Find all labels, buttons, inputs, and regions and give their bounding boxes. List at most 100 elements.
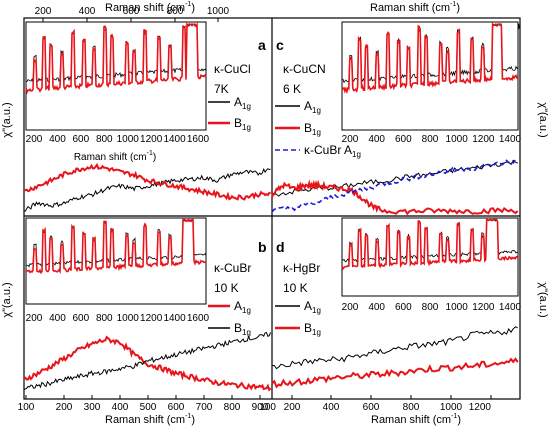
inset-tick-label: 400 — [368, 134, 385, 145]
inset-tick-label: 1200 — [140, 134, 163, 145]
series-line-b-B1g — [23, 332, 272, 391]
top-tick-label-left: 1000 — [207, 6, 230, 17]
bottom-tick-label-left: 300 — [84, 402, 101, 413]
bottom-tick-label-right: 1200 — [469, 402, 492, 413]
y-axis-label: χ"(a.u.) — [1, 282, 13, 317]
series-line-c-B1g — [271, 179, 519, 216]
legend-entry-label: B1g — [304, 321, 321, 337]
inset-tick-label: 1400 — [499, 134, 522, 145]
top-axis-title-left: Raman shift (cm-1) — [105, 1, 195, 14]
series-line-b-A1g — [23, 335, 272, 392]
inset-tick-label: 800 — [422, 302, 439, 313]
y-axis-label: χ"(a.u.) — [537, 282, 549, 317]
bottom-axis-title-right: Raman shift (cm-1) — [371, 413, 461, 426]
series-line-a-B1g — [23, 162, 271, 201]
inset-tick-label: 1400 — [163, 313, 186, 324]
legend-entry-label: A1g — [304, 99, 321, 115]
panel-letter-a: a — [258, 37, 266, 53]
top-tick-label-left: 600 — [123, 6, 140, 17]
inset-tick-label: 1200 — [140, 313, 163, 324]
inset-tick-label: 400 — [49, 134, 66, 145]
inset-series-line — [25, 22, 207, 83]
y-axis-label: χ"(a.u.) — [537, 102, 549, 137]
legend-entry-label: A1g — [234, 299, 251, 315]
inset-series-line — [25, 219, 207, 268]
inset-spectrum — [25, 217, 207, 305]
panel-letter-d: d — [276, 239, 285, 255]
bottom-tick-label-left: 500 — [140, 402, 157, 413]
temperature-label: 7K — [214, 82, 229, 96]
inset-tick-label: 400 — [368, 302, 385, 313]
inset-spectrum — [341, 217, 519, 297]
y-axis-label: χ"(a.u.) — [1, 102, 13, 137]
inset-tick-label: 800 — [96, 313, 113, 324]
top-tick-label-left: 800 — [167, 6, 184, 17]
panel-letter-b: b — [258, 239, 267, 255]
legend-entry-label: A1g — [234, 95, 251, 111]
compound-name: κ-CuCl — [214, 62, 251, 76]
inset-tick-label: 1200 — [472, 302, 495, 313]
inset-tick-label: 1000 — [117, 313, 140, 324]
inset-tick-label: 600 — [395, 302, 412, 313]
inset-series-line — [25, 22, 207, 95]
series-line-c-CuBrA1g — [271, 158, 518, 213]
inset-series-line — [341, 23, 519, 84]
legend-entry-label: A1g — [304, 299, 321, 315]
inset-series-line — [341, 22, 519, 95]
bottom-tick-label-left: 800 — [224, 402, 241, 413]
bottom-tick-label-right: 600 — [363, 402, 380, 413]
series-line-d-A1g — [271, 326, 518, 370]
temperature-label: 6 K — [283, 82, 301, 96]
inset-tick-label: 1400 — [163, 134, 186, 145]
legend-entry-label: κ-CuBr A1g — [304, 143, 361, 159]
inset-tick-label: 1000 — [117, 134, 140, 145]
top-tick-label-left: 400 — [79, 6, 96, 17]
inset-tick-label: 1600 — [187, 134, 210, 145]
bottom-tick-label-left: 700 — [196, 402, 213, 413]
bottom-tick-label-left: 900 — [252, 402, 269, 413]
inset-tick-label: 600 — [73, 313, 90, 324]
bottom-tick-label-left: 100 — [18, 402, 35, 413]
bottom-tick-label-right: 1000 — [440, 402, 463, 413]
bottom-tick-label-left: 100 — [259, 402, 276, 413]
series-line-d-B1g — [271, 357, 519, 389]
inset-tick-label: 1400 — [499, 302, 522, 313]
compound-name: κ-CuCN — [283, 62, 326, 76]
top-axis-title-right: Raman shift (cm-1) — [370, 1, 460, 14]
inset-tick-label: 800 — [422, 134, 439, 145]
series-line-c-A1g — [271, 159, 518, 197]
inset-tick-label: 200 — [26, 134, 43, 145]
inset-tick-label: 200 — [26, 313, 43, 324]
compound-name: κ-CuBr — [214, 261, 251, 275]
series-line-a-A1g — [23, 168, 271, 212]
inset-frame — [341, 217, 519, 297]
inset-tick-label: 1200 — [472, 134, 495, 145]
inset-tick-label: 200 — [342, 302, 359, 313]
inset-frame — [25, 21, 207, 131]
inset-tick-label: 600 — [73, 134, 90, 145]
inset-tick-label: 1000 — [446, 134, 469, 145]
inset-spectrum — [25, 21, 207, 131]
inset-axis-title: Raman shift (cm-1) — [74, 150, 156, 163]
legend-entry-label: B1g — [304, 121, 321, 137]
inset-spectrum — [341, 21, 519, 131]
bottom-axis-title-left: Raman shift (cm-1) — [105, 413, 195, 426]
inset-tick-label: 1600 — [187, 313, 210, 324]
bottom-tick-label-right: 200 — [284, 402, 301, 413]
inset-series-line — [341, 218, 519, 271]
temperature-label: 10 K — [283, 281, 308, 295]
inset-tick-label: 400 — [49, 313, 66, 324]
inset-tick-label: 200 — [342, 134, 359, 145]
inset-tick-label: 600 — [395, 134, 412, 145]
legend-entry-label: B1g — [234, 321, 251, 337]
panel-letter-c: c — [276, 37, 284, 53]
bottom-tick-label-right: 800 — [403, 402, 420, 413]
top-tick-label-left: 200 — [35, 6, 52, 17]
inset-tick-label: 800 — [96, 134, 113, 145]
compound-name: κ-HgBr — [283, 261, 320, 275]
bottom-tick-label-left: 200 — [56, 402, 73, 413]
inset-tick-label: 1000 — [446, 302, 469, 313]
bottom-tick-label-right: 400 — [323, 402, 340, 413]
bottom-tick-label-left: 600 — [168, 402, 185, 413]
